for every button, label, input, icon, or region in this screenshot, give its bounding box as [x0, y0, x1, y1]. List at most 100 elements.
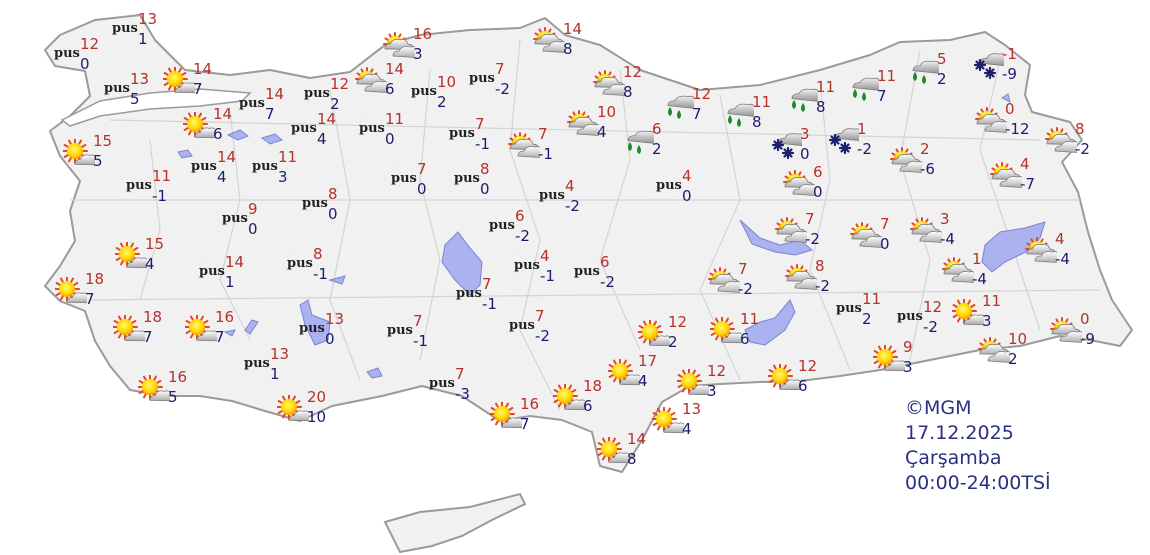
min-temp: 7	[193, 80, 203, 98]
partly-cloudy-icon	[783, 170, 826, 197]
min-temp: 3	[982, 312, 992, 330]
fog-icon: ˘˘˘˘ pus ˘˘˘˘	[218, 203, 250, 234]
rain-icon	[727, 103, 767, 127]
station-sunny: 11 3	[951, 293, 1012, 337]
min-temp: 6	[385, 80, 395, 98]
fog-label: pus	[252, 159, 278, 174]
max-temp: 12	[923, 298, 943, 316]
min-temp: 4	[597, 123, 607, 141]
max-temp: 10	[1008, 330, 1028, 348]
lake-cildir	[1001, 93, 1011, 103]
rain-icon	[912, 60, 952, 84]
min-temp: 4	[145, 255, 155, 273]
fog-icon: ˘˘˘˘ pus ˘˘˘˘	[510, 250, 542, 281]
min-temp: 5	[93, 152, 103, 170]
min-temp: 2	[668, 333, 678, 351]
station-fog: ˘˘˘˘ pus ˘˘˘˘ 13 1	[108, 11, 168, 55]
min-temp: 0	[328, 205, 338, 223]
min-temp: 0	[248, 220, 258, 238]
max-temp: 6	[515, 207, 525, 225]
fog-label: pus	[456, 286, 482, 301]
min-temp: 1	[225, 273, 235, 291]
station-sunny: 13 4	[651, 401, 712, 445]
min-temp: -9	[1080, 330, 1095, 348]
min-temp: 8	[816, 98, 826, 116]
fog-icon: ˘˘˘˘ pus ˘˘˘˘	[450, 163, 482, 194]
station-sunny: 16 7	[184, 309, 245, 353]
fog-label: pus	[239, 96, 265, 111]
fog-label: pus	[104, 81, 130, 96]
fog-label: pus	[199, 264, 225, 279]
max-temp: -1	[1002, 45, 1017, 63]
station-fog: ˘˘˘˘ pus ˘˘˘˘ 7 -3	[425, 366, 485, 410]
min-temp: 7	[520, 415, 530, 433]
lake-tuz	[441, 231, 483, 296]
max-temp: 4	[540, 247, 550, 265]
min-temp: 4	[217, 168, 227, 186]
fog-label: pus	[304, 86, 330, 101]
station-partly-cloudy: 10 4	[567, 104, 627, 148]
fog-icon: ˘˘˘˘ pus ˘˘˘˘	[287, 113, 319, 144]
min-temp: 7	[143, 328, 153, 346]
partly-cloudy-icon	[593, 70, 636, 97]
station-sunny: 14 6	[182, 105, 243, 150]
station-fog: ˘˘˘˘ pus ˘˘˘˘ 8 0	[298, 186, 358, 230]
fog-icon: ˘˘˘˘ pus ˘˘˘˘	[465, 63, 497, 94]
sunny-icon	[767, 363, 808, 391]
sunny-icon	[596, 436, 637, 464]
min-temp: -2	[495, 80, 510, 98]
sunny-icon	[182, 111, 223, 139]
max-temp: 12	[668, 313, 688, 331]
max-temp: 8	[815, 257, 825, 275]
partly-cloudy-icon	[567, 110, 610, 137]
min-temp: -7	[1020, 175, 1035, 193]
max-temp: 3	[800, 125, 810, 143]
min-temp: -1	[313, 265, 328, 283]
max-temp: 13	[130, 70, 150, 88]
min-temp: -1	[540, 267, 555, 285]
rain-icon	[852, 77, 892, 101]
min-temp: 4	[682, 420, 692, 438]
rain-icon	[791, 88, 831, 112]
min-temp: 7	[877, 87, 887, 105]
partly-cloudy-icon	[533, 27, 576, 54]
min-temp: 7	[692, 105, 702, 123]
partly-cloudy-icon	[383, 32, 426, 59]
sunny-icon	[552, 383, 593, 411]
fog-icon: ˘˘˘˘ pus ˘˘˘˘	[298, 188, 330, 219]
lake-aksehir	[328, 275, 346, 285]
fog-label: pus	[514, 258, 540, 273]
partly-cloudy-icon	[910, 217, 953, 244]
max-temp: 3	[940, 210, 950, 228]
station-fog: ˘˘˘˘ pus ˘˘˘˘ 7 -1	[383, 313, 443, 357]
fog-icon: ˘˘˘˘ pus ˘˘˘˘	[485, 210, 517, 241]
partly-cloudy-icon	[775, 217, 818, 244]
max-temp: 7	[535, 307, 545, 325]
min-temp: 4	[638, 372, 648, 390]
station-sunny: 14 8	[596, 431, 657, 475]
station-fog: ˘˘˘˘ pus ˘˘˘˘ 6 -2	[485, 208, 545, 252]
max-temp: 12	[707, 362, 727, 380]
min-temp: 3	[903, 358, 913, 376]
sunny-icon	[951, 298, 992, 326]
max-temp: 0	[1080, 310, 1090, 328]
fog-icon: ˘˘˘˘ pus ˘˘˘˘	[108, 13, 140, 44]
fog-icon: ˘˘˘˘ pus ˘˘˘˘	[407, 76, 439, 107]
fog-icon: ˘˘˘˘ pus ˘˘˘˘	[283, 248, 315, 279]
max-temp: 14	[213, 105, 233, 123]
min-temp: -4	[940, 230, 955, 248]
station-partly-cloudy: 7 -1	[508, 126, 568, 170]
min-temp: 0	[813, 183, 823, 201]
min-temp: -4	[1055, 250, 1070, 268]
fog-label: pus	[287, 256, 313, 271]
max-temp: 15	[93, 132, 113, 150]
max-temp: 4	[565, 177, 575, 195]
lake-egirdir	[244, 319, 259, 335]
station-partly-cloudy: 2 -6	[890, 141, 950, 185]
min-temp: 0	[80, 55, 90, 73]
fog-icon: ˘˘˘˘ pus ˘˘˘˘	[505, 310, 537, 341]
fog-label: pus	[291, 121, 317, 136]
fog-label: pus	[449, 126, 475, 141]
station-partly-cloudy: 8 -2	[1045, 121, 1105, 165]
station-sunny: 12 3	[676, 362, 737, 407]
